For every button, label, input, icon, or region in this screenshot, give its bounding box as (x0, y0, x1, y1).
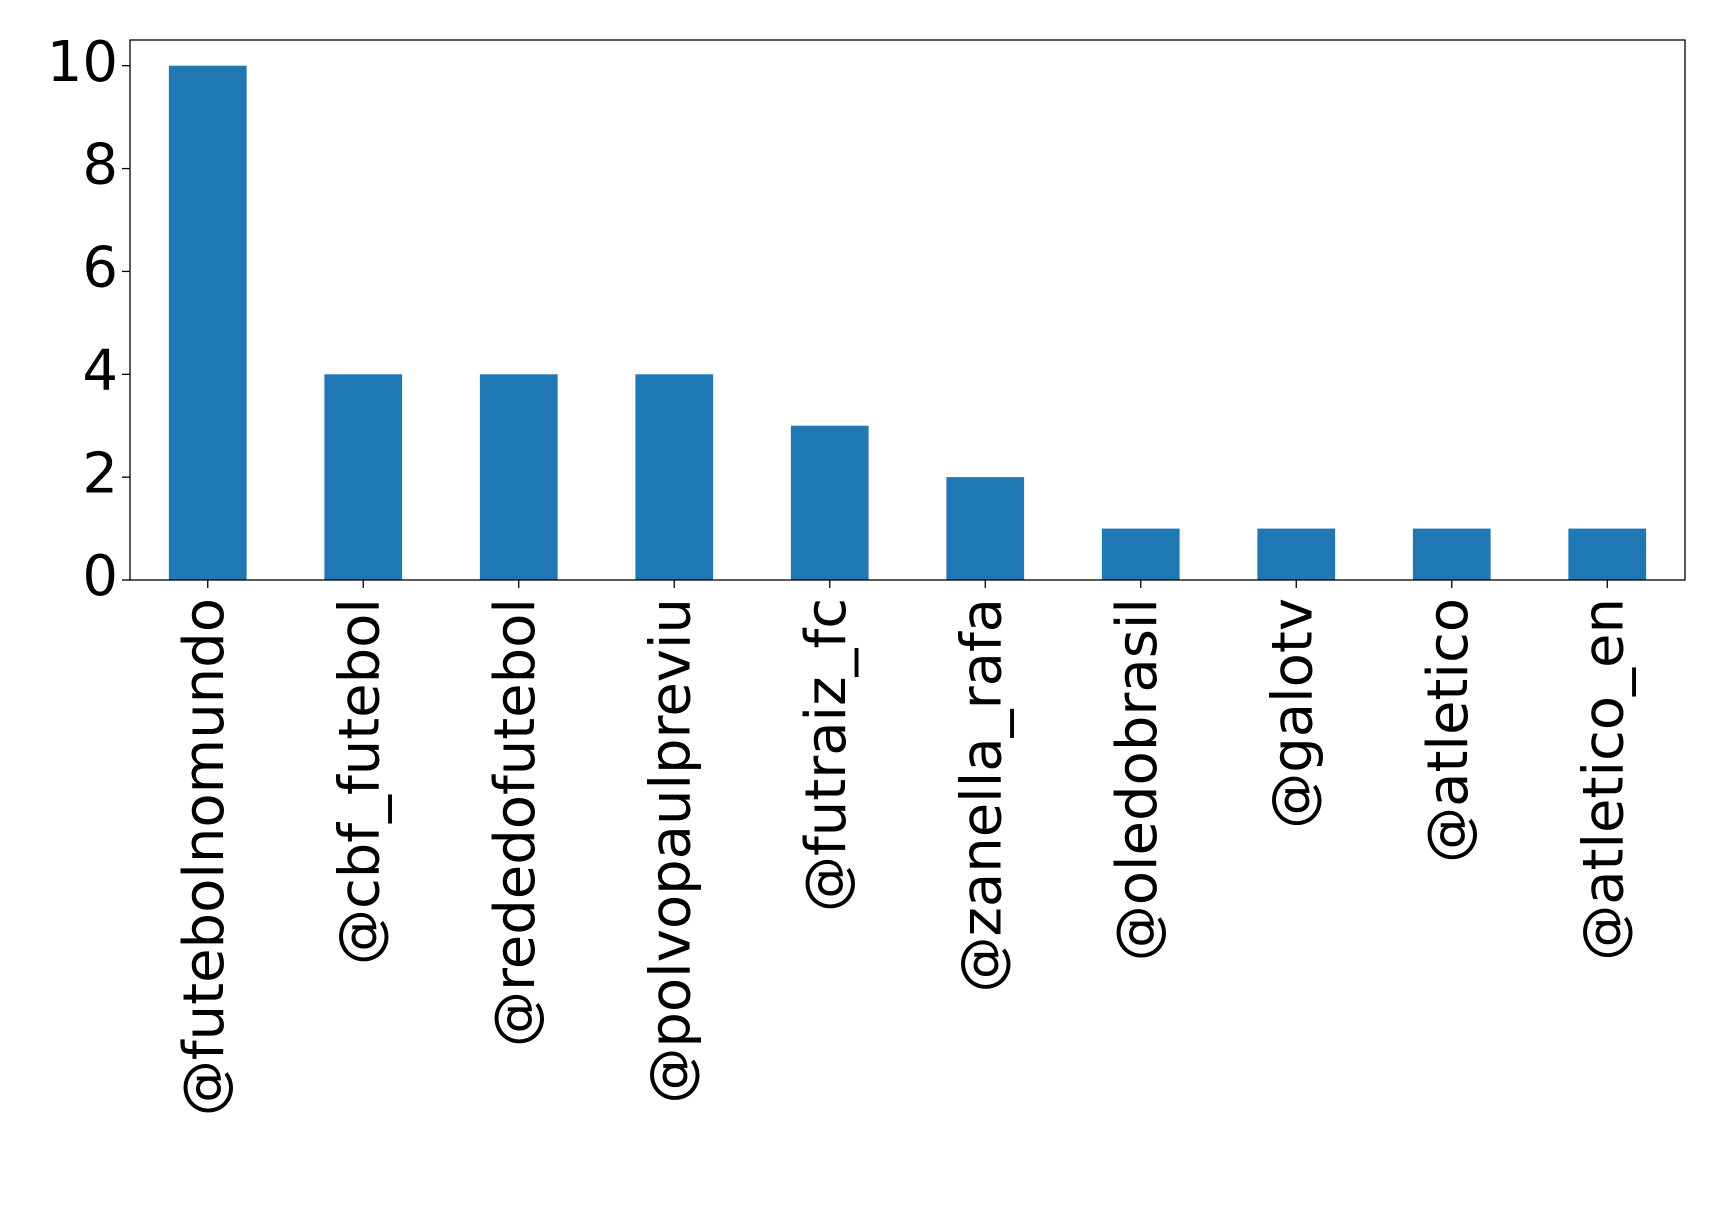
x-tick-label: @futraiz_fc (794, 598, 859, 912)
bar-galotv (1257, 528, 1336, 580)
bar-futraiz-fc (790, 425, 869, 580)
x-tick-label: @atletico_en (1571, 598, 1636, 961)
x-tick-label: @cbf_futebol (327, 598, 392, 965)
x-tick-label: @zanella_rafa (949, 598, 1014, 992)
y-tick-label: 2 (82, 441, 118, 506)
ticks-layer: @futebolnomundo @cbf_futebol @rededofutebo… (47, 30, 1637, 1116)
y-tick-label: 0 (82, 544, 118, 609)
bar-cbf-futebol (324, 374, 403, 580)
x-tick-label: @galotv (1260, 598, 1325, 829)
bar-atletico (1412, 528, 1491, 580)
x-tick-label: @oledobrasil (1105, 598, 1170, 961)
plot-area-frame (129, 39, 1686, 581)
x-tick-label: @polvopaulpreviu (638, 598, 703, 1104)
y-tick-label: 10 (47, 30, 118, 95)
y-tick-label: 4 (82, 338, 118, 403)
x-tick-label: @rededofutebol (483, 598, 548, 1047)
bar-rededofutebol (479, 374, 558, 580)
x-tick-label: @atletico (1416, 598, 1481, 863)
x-tick-label: @futebolnomundo (172, 598, 237, 1116)
bar-zanella-rafa (946, 477, 1025, 580)
bar-atletico-en (1568, 528, 1647, 580)
bar-oledobrasil (1101, 528, 1180, 580)
bar-futebolnomundo (168, 65, 247, 580)
bar-polvopaulpreviu (635, 374, 714, 580)
y-tick-label: 6 (82, 236, 118, 301)
y-tick-label: 8 (82, 133, 118, 198)
bars-layer (168, 65, 1647, 580)
